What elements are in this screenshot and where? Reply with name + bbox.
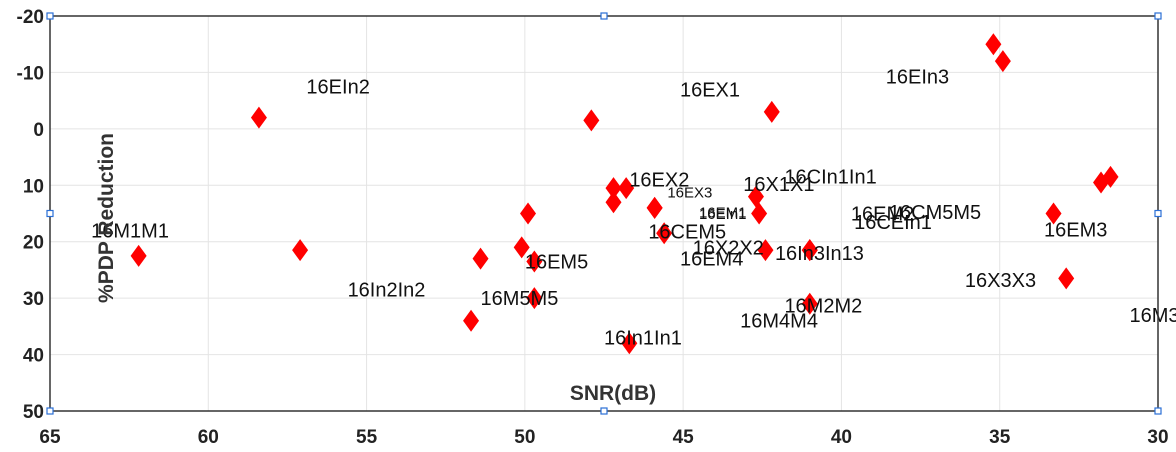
- x-tick-labels: 65 60 55 50 45 40 35 30: [39, 427, 1168, 448]
- selection-handles[interactable]: [46, 12, 1162, 415]
- data-point-marker: [605, 191, 622, 214]
- data-point-label: 16EM2: [851, 204, 914, 226]
- data-point-marker: [985, 33, 1002, 56]
- resize-handle[interactable]: [1154, 407, 1162, 415]
- data-point-marker: [763, 100, 780, 123]
- data-point-label: 16EX3: [667, 184, 712, 201]
- data-point-marker: [1058, 267, 1075, 290]
- y-tick-label: 40: [23, 346, 44, 367]
- data-point-label: 16X1X1: [743, 174, 814, 196]
- data-point-marker: [801, 239, 818, 262]
- y-tick-label: 30: [23, 289, 44, 310]
- data-point-marker: [520, 202, 537, 225]
- resize-handle[interactable]: [46, 209, 54, 218]
- data-point-marker: [292, 239, 309, 262]
- data-point-label: 16EM4: [680, 249, 743, 271]
- y-tick-label: 10: [23, 176, 44, 197]
- data-point-marker: [621, 332, 638, 355]
- x-tick-label: 40: [831, 427, 852, 448]
- resize-handle[interactable]: [600, 407, 608, 415]
- data-point-label: 16X3X3: [965, 270, 1036, 292]
- data-point-marker: [583, 109, 600, 132]
- point-labels: 16M1M116EIn216In2In216M4M416EM416CM5M516…: [91, 66, 1176, 350]
- data-point-marker: [130, 244, 147, 267]
- data-point-label: 16M1M1: [91, 220, 169, 242]
- data-point-label: 16CM5M5: [889, 202, 981, 224]
- data-point-label: 16EX2: [629, 170, 689, 192]
- data-point-label: 16EM5: [525, 251, 588, 273]
- data-point-marker: [646, 196, 663, 219]
- data-point-label: 16EM3: [1044, 219, 1107, 241]
- data-points: [130, 33, 1119, 355]
- data-point-label: 16M4M4: [740, 311, 818, 333]
- data-point-label: 16CIn1In1: [784, 166, 876, 188]
- data-point-label: 16M5M5: [481, 288, 559, 310]
- data-point-label: 16In3In13: [775, 243, 864, 265]
- data-point-marker: [1102, 165, 1119, 188]
- grid-lines: [49, 15, 1159, 412]
- data-point-marker: [526, 287, 543, 310]
- x-tick-label: 50: [514, 427, 535, 448]
- y-tick-label: 20: [23, 233, 44, 254]
- resize-handle[interactable]: [1154, 12, 1162, 20]
- x-axis-label: SNR(dB): [570, 382, 656, 405]
- data-point-label: 16CEIn1: [854, 212, 932, 234]
- y-tick-labels: -20 -10 0 10 20 30 40 50: [17, 7, 44, 423]
- data-point-label: 16X2X2: [693, 237, 764, 259]
- data-point-marker: [994, 50, 1011, 73]
- x-tick-label: 35: [989, 427, 1011, 448]
- data-point-label: 16EIn2: [306, 77, 369, 99]
- y-tick-label: 0: [33, 120, 44, 141]
- x-tick-label: 55: [356, 427, 378, 448]
- data-point-marker: [801, 292, 818, 315]
- data-point-marker: [513, 236, 530, 259]
- data-point-marker: [463, 309, 480, 332]
- x-tick-label: 45: [673, 427, 695, 448]
- x-tick-label: 60: [198, 427, 219, 448]
- x-tick-label: 65: [39, 427, 61, 448]
- resize-handle[interactable]: [46, 407, 54, 415]
- data-point-label: 16EIn3: [886, 66, 949, 88]
- data-point-label: 16EIn1: [699, 206, 747, 223]
- data-point-marker: [605, 177, 622, 200]
- data-point-marker: [747, 185, 764, 208]
- data-point-label: 16In1In1: [604, 328, 682, 350]
- plot-background: [50, 16, 1158, 411]
- y-tick-label: -20: [17, 7, 44, 28]
- y-tick-label: 50: [23, 402, 44, 423]
- data-point-label: 16EX1: [680, 79, 740, 101]
- data-point-marker: [757, 239, 774, 262]
- data-point-marker: [250, 106, 267, 129]
- data-point-label: 16M2M2: [784, 295, 862, 317]
- data-point-marker: [1045, 202, 1062, 225]
- data-point-marker: [526, 250, 543, 273]
- data-point-label: 16EM1: [699, 205, 747, 222]
- data-point-marker: [751, 202, 768, 225]
- resize-handle[interactable]: [1154, 209, 1162, 218]
- data-point-label: 16CEM5: [648, 222, 726, 244]
- y-tick-label: -10: [17, 63, 44, 84]
- data-point-label: 16In2In2: [348, 280, 426, 302]
- y-axis-label: %PDP Reduction: [95, 133, 118, 303]
- x-tick-label: 30: [1147, 427, 1168, 448]
- data-point-label: 16M3M3: [1130, 305, 1176, 327]
- data-point-marker: [472, 247, 489, 270]
- data-point-marker: [618, 177, 635, 200]
- resize-handle[interactable]: [46, 12, 54, 20]
- data-point-marker: [656, 222, 673, 245]
- resize-handle[interactable]: [600, 12, 608, 20]
